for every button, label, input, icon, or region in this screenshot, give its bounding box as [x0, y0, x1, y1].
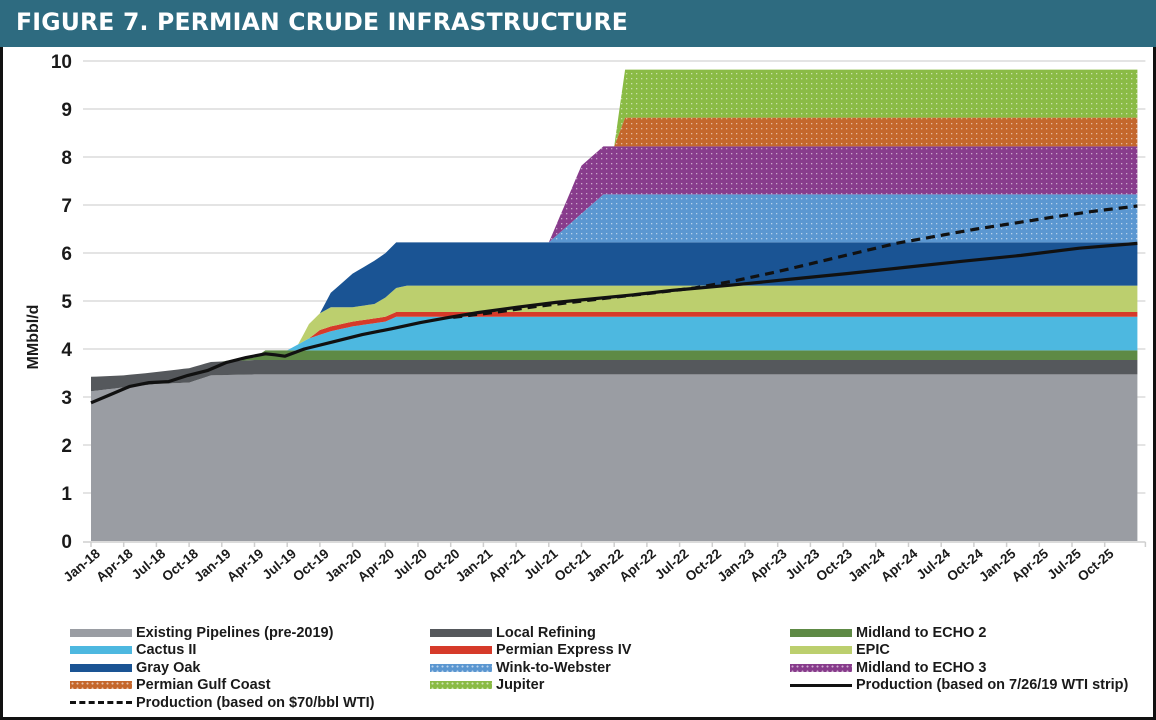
legend-item: Wink-to-Webster — [430, 659, 611, 676]
legend-item: Existing Pipelines (pre-2019) — [70, 624, 333, 641]
y-tick-label: 1 — [61, 484, 72, 505]
area-cactus-ii — [91, 316, 1138, 377]
x-tick-label: Apr-22 — [616, 546, 658, 585]
chart: 0 1 2 3 4 5 6 7 8 9 10 Jan-18Apr-18Jul-18Oct-18Jan… — [25, 52, 1147, 585]
legend-label: Jupiter — [496, 677, 545, 693]
legend-item: Jupiter — [430, 677, 544, 694]
legend-item: Production (based on $70/bbl WTI) — [70, 694, 374, 711]
title-bar: FIGURE 7. PERMIAN CRUDE INFRASTRUCTURE — [0, 0, 1156, 47]
legend-swatch-icon — [70, 681, 132, 689]
y-tick-label: 7 — [61, 196, 72, 217]
x-axis: Jan-18Apr-18Jul-18Oct-18Jan-19Apr-19Jul-… — [61, 541, 1147, 585]
y-tick-label: 8 — [61, 148, 72, 169]
area-existing-pipelines-pre-2019 — [91, 374, 1138, 541]
y-tick-label: 5 — [61, 292, 72, 313]
legend-swatch-icon — [790, 646, 852, 654]
legend-label: Local Refining — [496, 624, 596, 641]
x-tick-label: Apr-23 — [747, 545, 790, 584]
legend-item: Midland to ECHO 3 — [790, 659, 987, 676]
x-tick-label: Apr-24 — [878, 545, 921, 584]
y-tick-label: 3 — [61, 388, 72, 409]
legend-item: Production (based on 7/26/19 WTI strip) — [790, 677, 1128, 694]
legend-label: Midland to ECHO 3 — [856, 659, 987, 676]
legend-line-icon — [790, 683, 852, 687]
legend-label: Gray Oak — [136, 659, 201, 676]
legend-item: Permian Gulf Coast — [70, 677, 271, 694]
y-tick-label: 0 — [61, 532, 72, 553]
x-tick-label: Oct-25 — [1075, 546, 1117, 585]
area-local-refining — [91, 360, 1138, 392]
legend-label: Permian Gulf Coast — [136, 677, 271, 693]
line-production-wti-strip — [90, 241, 1138, 405]
y-tick-label: 10 — [51, 52, 72, 73]
y-tick-label: 9 — [61, 100, 72, 121]
area-permian-gulf-coast — [91, 117, 1138, 377]
legend-item: Midland to ECHO 2 — [790, 624, 987, 641]
legend-swatch-icon — [430, 628, 492, 637]
x-tick-label: Jan-20 — [322, 546, 364, 585]
x-tick-label: Apr-18 — [93, 545, 136, 584]
y-tick-label: 6 — [61, 244, 72, 265]
legend-label: Midland to ECHO 2 — [856, 624, 987, 641]
legend-item: EPIC — [790, 642, 890, 659]
legend-label: EPIC — [856, 642, 890, 658]
legend-label: Production (based on $70/bbl WTI) — [136, 694, 375, 711]
x-tick-label: Apr-25 — [1009, 545, 1052, 584]
area-epic — [91, 285, 1138, 377]
legend-swatch-icon — [430, 646, 492, 654]
legend-item: Cactus II — [70, 642, 196, 659]
x-tick-label: Apr-19 — [224, 546, 266, 585]
y-axis: 0 1 2 3 4 5 6 7 8 9 10 — [51, 52, 73, 553]
legend-item: Gray Oak — [70, 659, 201, 676]
area-midland-to-echo-2 — [91, 350, 1138, 377]
legend-swatch-icon — [430, 681, 492, 689]
area-gray-oak — [91, 242, 1138, 377]
production-lines — [90, 204, 1138, 405]
figure-title: FIGURE 7. PERMIAN CRUDE INFRASTRUCTURE — [16, 8, 629, 36]
y-tick-label: 2 — [61, 436, 72, 457]
legend-dash-icon — [70, 701, 132, 704]
y-tick-label: 4 — [61, 340, 72, 361]
y-axis-label: MMbbl/d — [25, 305, 42, 370]
area-wink-to-webster — [91, 194, 1138, 377]
legend-item: Local Refining — [430, 624, 596, 641]
legend-label: Production (based on 7/26/19 WTI strip) — [856, 677, 1129, 693]
x-tick-label: Apr-20 — [355, 546, 397, 585]
line-production-70-wti — [453, 204, 1138, 319]
legend: Existing Pipelines (pre-2019) Local Refin… — [0, 620, 1156, 715]
legend-swatch-icon — [70, 628, 132, 637]
area-midland-to-echo-3 — [91, 146, 1138, 377]
x-tick-label: Apr-21 — [486, 545, 529, 584]
x-tick-label: Jan-22 — [584, 546, 626, 585]
legend-swatch-icon — [790, 663, 852, 672]
x-tick-label: Jan-19 — [191, 546, 233, 585]
legend-swatch-icon — [430, 663, 492, 672]
legend-label: Existing Pipelines (pre-2019) — [136, 624, 334, 641]
legend-label: Wink-to-Webster — [496, 659, 611, 676]
legend-item: Permian Express IV — [430, 642, 631, 659]
legend-swatch-icon — [70, 663, 132, 672]
legend-swatch-icon — [790, 628, 852, 637]
stacked-areas — [91, 69, 1138, 541]
legend-label: Permian Express IV — [496, 642, 632, 658]
legend-label: Cactus II — [136, 642, 197, 658]
area-jupiter — [91, 69, 1138, 377]
legend-swatch-icon — [70, 646, 132, 654]
